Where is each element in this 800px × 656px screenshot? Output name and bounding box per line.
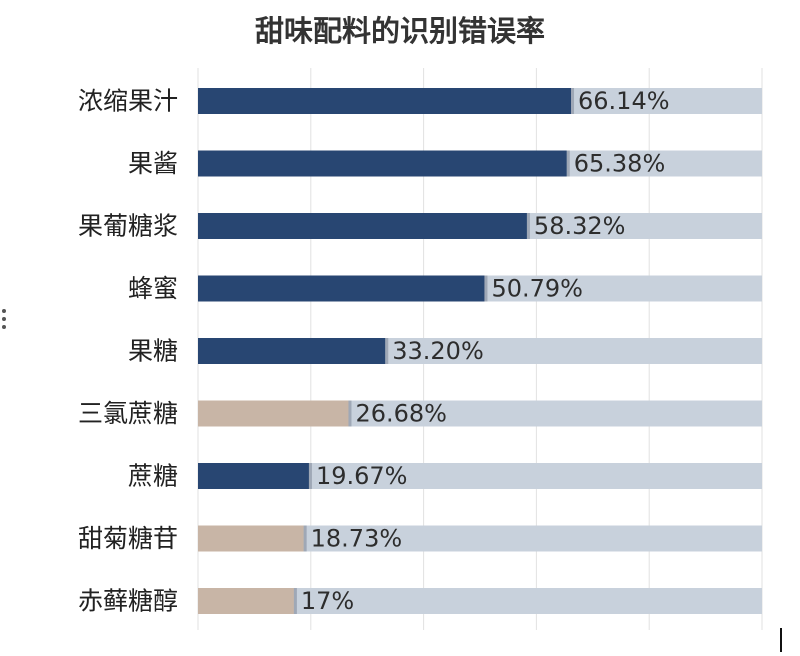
- bar: [198, 150, 567, 177]
- bar: [198, 588, 294, 614]
- bar-end-shadow: [526, 213, 530, 239]
- bar-end-shadow: [571, 88, 575, 114]
- side-handle-icon[interactable]: [2, 309, 6, 329]
- category-label: 蜂蜜: [128, 274, 178, 303]
- value-label: 17%: [301, 587, 354, 615]
- bar: [198, 88, 572, 114]
- bar-end-shadow: [308, 463, 312, 489]
- bar-end-shadow: [303, 525, 307, 552]
- bar: [198, 213, 527, 239]
- bar-end-shadow: [566, 150, 570, 177]
- value-label: 19.67%: [316, 462, 408, 490]
- category-label: 浓缩果汁: [78, 87, 178, 116]
- value-label: 65.38%: [574, 150, 666, 178]
- value-label: 18.73%: [311, 525, 403, 553]
- text-cursor-icon: [780, 628, 782, 652]
- value-label: 66.14%: [578, 87, 670, 115]
- bar: [198, 400, 349, 427]
- bar-end-shadow: [385, 338, 389, 364]
- category-label: 果葡糖浆: [78, 212, 178, 241]
- category-label: 赤藓糖醇: [78, 587, 178, 616]
- value-label: 58.32%: [534, 212, 626, 240]
- category-label: 果酱: [128, 149, 178, 178]
- category-label: 三氯蔗糖: [78, 399, 178, 428]
- bar-end-shadow: [348, 400, 352, 427]
- bar-end-shadow: [484, 275, 488, 302]
- bar: [198, 463, 309, 489]
- bar: [198, 525, 304, 552]
- bar: [198, 275, 485, 302]
- category-label: 甜菊糖苷: [78, 524, 178, 553]
- bars-layer: [198, 88, 762, 614]
- labels-layer: 浓缩果汁 66.14% 果酱 65.38% 果葡糖浆 58.32% 蜂蜜 50.79% 果糖 33…: [78, 87, 670, 616]
- chart-title: 甜味配料的识别错误率: [254, 14, 545, 48]
- value-label: 33.20%: [392, 337, 484, 365]
- category-label: 蔗糖: [128, 462, 178, 491]
- bar: [198, 338, 386, 364]
- category-label: 果糖: [128, 337, 178, 366]
- bar-end-shadow: [293, 588, 297, 614]
- value-label: 26.68%: [355, 400, 447, 428]
- value-label: 50.79%: [491, 275, 583, 303]
